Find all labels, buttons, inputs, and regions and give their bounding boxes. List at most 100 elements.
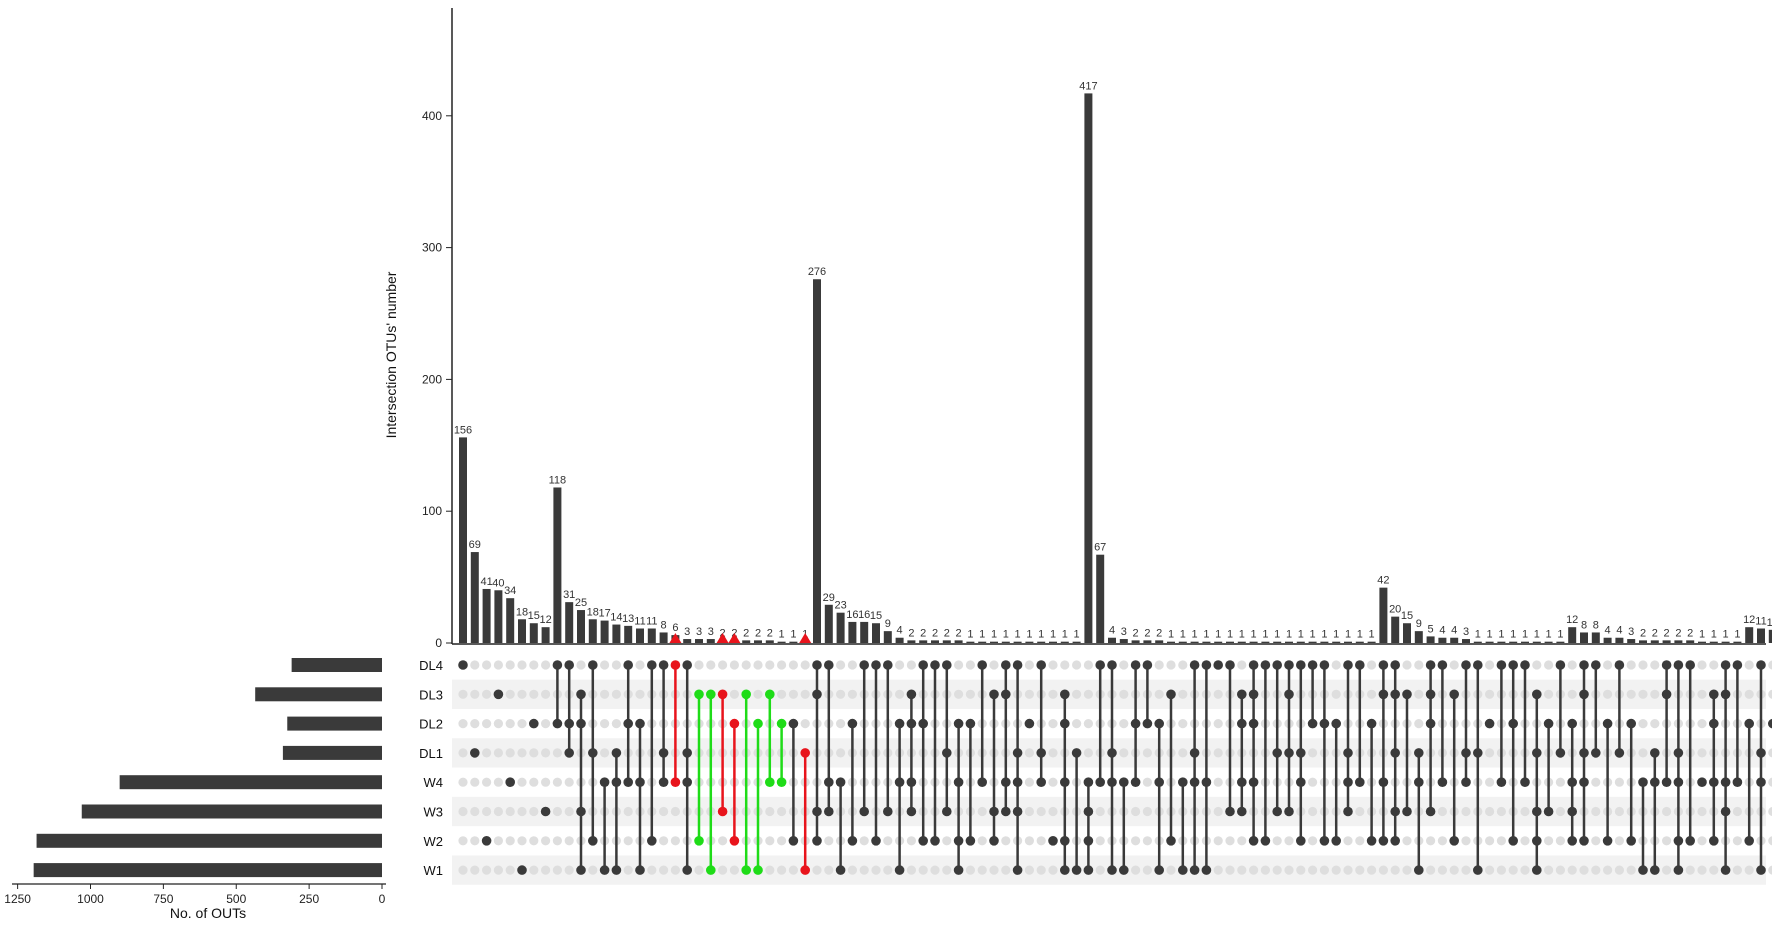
matrix-dot-active xyxy=(1756,660,1766,670)
matrix-dot-inactive xyxy=(1614,806,1624,817)
matrix-dot-inactive xyxy=(529,748,539,758)
matrix-dot-inactive xyxy=(1083,660,1093,670)
matrix-dot-inactive xyxy=(1650,719,1660,729)
bar-value-label: 67 xyxy=(1094,542,1106,554)
matrix-dot-active xyxy=(1673,660,1684,670)
intersection-bar xyxy=(1237,641,1246,643)
matrix-dot-active xyxy=(1614,748,1625,758)
matrix-dot-active xyxy=(1673,836,1684,846)
matrix-dot-active xyxy=(1567,777,1577,787)
matrix-dot-active xyxy=(1343,806,1353,817)
intersection-bar xyxy=(813,279,821,643)
intersection-bar xyxy=(1721,641,1730,643)
matrix-dot-inactive xyxy=(1603,865,1613,875)
matrix-dot-active xyxy=(1083,777,1094,787)
matrix-dot-inactive xyxy=(1402,836,1412,846)
matrix-dot-active xyxy=(1036,748,1046,758)
matrix-dot-inactive xyxy=(458,777,468,787)
matrix-dot-inactive xyxy=(1378,865,1388,875)
matrix-dot-active xyxy=(1343,748,1353,758)
matrix-dot-active xyxy=(1720,660,1731,670)
matrix-dot-inactive xyxy=(611,660,622,670)
intersection-bar xyxy=(659,632,668,643)
matrix-dot-inactive xyxy=(541,689,551,699)
matrix-dot-active xyxy=(1414,748,1424,758)
matrix-dot-inactive xyxy=(564,836,574,846)
intersection-bar xyxy=(1119,639,1128,643)
matrix-dot-inactive xyxy=(564,777,574,787)
matrix-dot-inactive xyxy=(517,836,527,846)
matrix-dot-inactive xyxy=(1414,689,1424,699)
matrix-dot-inactive xyxy=(1237,836,1247,846)
matrix-dot-inactive xyxy=(718,865,728,875)
matrix-dot-active xyxy=(1248,836,1259,846)
matrix-dot-inactive xyxy=(1142,865,1152,875)
bar-value-label: 34 xyxy=(504,585,516,597)
intersection-bar xyxy=(695,639,703,643)
bar-value-label: 2 xyxy=(1640,627,1646,639)
matrix-dot-inactive xyxy=(777,836,787,846)
matrix-dot-inactive xyxy=(1709,660,1719,670)
bar-value-label: 1 xyxy=(1239,629,1245,641)
intersection-bar xyxy=(541,627,550,643)
matrix-dot-inactive xyxy=(1367,689,1377,699)
matrix-dot-active xyxy=(1366,836,1377,846)
y-tick-label: 200 xyxy=(422,372,442,386)
bar-value-label: 18 xyxy=(587,606,599,618)
matrix-dot-inactive xyxy=(1343,865,1353,875)
matrix-dot-inactive xyxy=(1308,836,1318,846)
matrix-dot-inactive xyxy=(1732,865,1742,875)
matrix-dot-inactive xyxy=(1213,836,1223,846)
matrix-dot-active xyxy=(1260,660,1271,670)
matrix-dot-inactive xyxy=(847,865,858,875)
matrix-dot-inactive xyxy=(1662,806,1672,817)
matrix-dot-inactive xyxy=(1249,865,1259,875)
matrix-dot-active xyxy=(1319,718,1330,729)
intersection-bar xyxy=(1757,628,1765,643)
matrix-dot-inactive xyxy=(718,660,728,670)
matrix-dot-inactive xyxy=(1697,836,1707,846)
matrix-dot-inactive xyxy=(1638,748,1648,758)
matrix-dot-inactive xyxy=(729,865,740,875)
matrix-dot-active xyxy=(1720,777,1731,787)
bar-value-label: 1 xyxy=(1498,629,1504,641)
matrix-dot-inactive xyxy=(706,660,716,670)
matrix-dot-active xyxy=(1331,836,1341,846)
matrix-dot-active xyxy=(1331,718,1341,729)
matrix-dot-active xyxy=(942,660,952,670)
matrix-dot-active xyxy=(1414,777,1424,787)
matrix-dot-active xyxy=(552,660,563,670)
matrix-dot-active xyxy=(670,660,681,670)
matrix-dot-inactive xyxy=(1437,836,1447,846)
matrix-dot-inactive xyxy=(493,748,503,758)
matrix-dot-inactive xyxy=(600,719,610,729)
intersection-bar xyxy=(1379,587,1388,643)
matrix-dot-active xyxy=(1520,660,1530,670)
matrix-dot-active xyxy=(894,718,905,729)
matrix-dot-active xyxy=(552,718,563,729)
matrix-dot-inactive xyxy=(1555,777,1565,787)
intersection-bar xyxy=(1285,641,1293,643)
matrix-dot-inactive xyxy=(1142,748,1152,758)
set-size-bar xyxy=(33,863,382,878)
intersection-bar xyxy=(1709,641,1718,643)
matrix-dot-inactive xyxy=(1284,836,1294,846)
matrix-dot-inactive xyxy=(1520,865,1530,875)
bar-value-label: 1 xyxy=(1274,629,1280,641)
matrix-dot-inactive xyxy=(1650,660,1660,670)
intersection-bar xyxy=(1639,640,1647,643)
matrix-dot-active xyxy=(1248,689,1259,700)
intersection-bar xyxy=(494,590,503,643)
matrix-dot-inactive xyxy=(1496,865,1506,875)
matrix-dot-active xyxy=(812,689,822,700)
matrix-dot-inactive xyxy=(493,660,503,670)
intersection-bar xyxy=(647,628,656,643)
set-name-label: W3 xyxy=(424,805,444,820)
intersection-bar xyxy=(931,640,939,643)
matrix-dot-inactive xyxy=(1461,865,1471,875)
matrix-dot-active xyxy=(1673,777,1684,787)
matrix-dot-inactive xyxy=(611,689,622,699)
matrix-dot-active xyxy=(953,718,964,729)
matrix-dot-active xyxy=(576,718,586,729)
bar-value-label: 1 xyxy=(1522,629,1528,641)
